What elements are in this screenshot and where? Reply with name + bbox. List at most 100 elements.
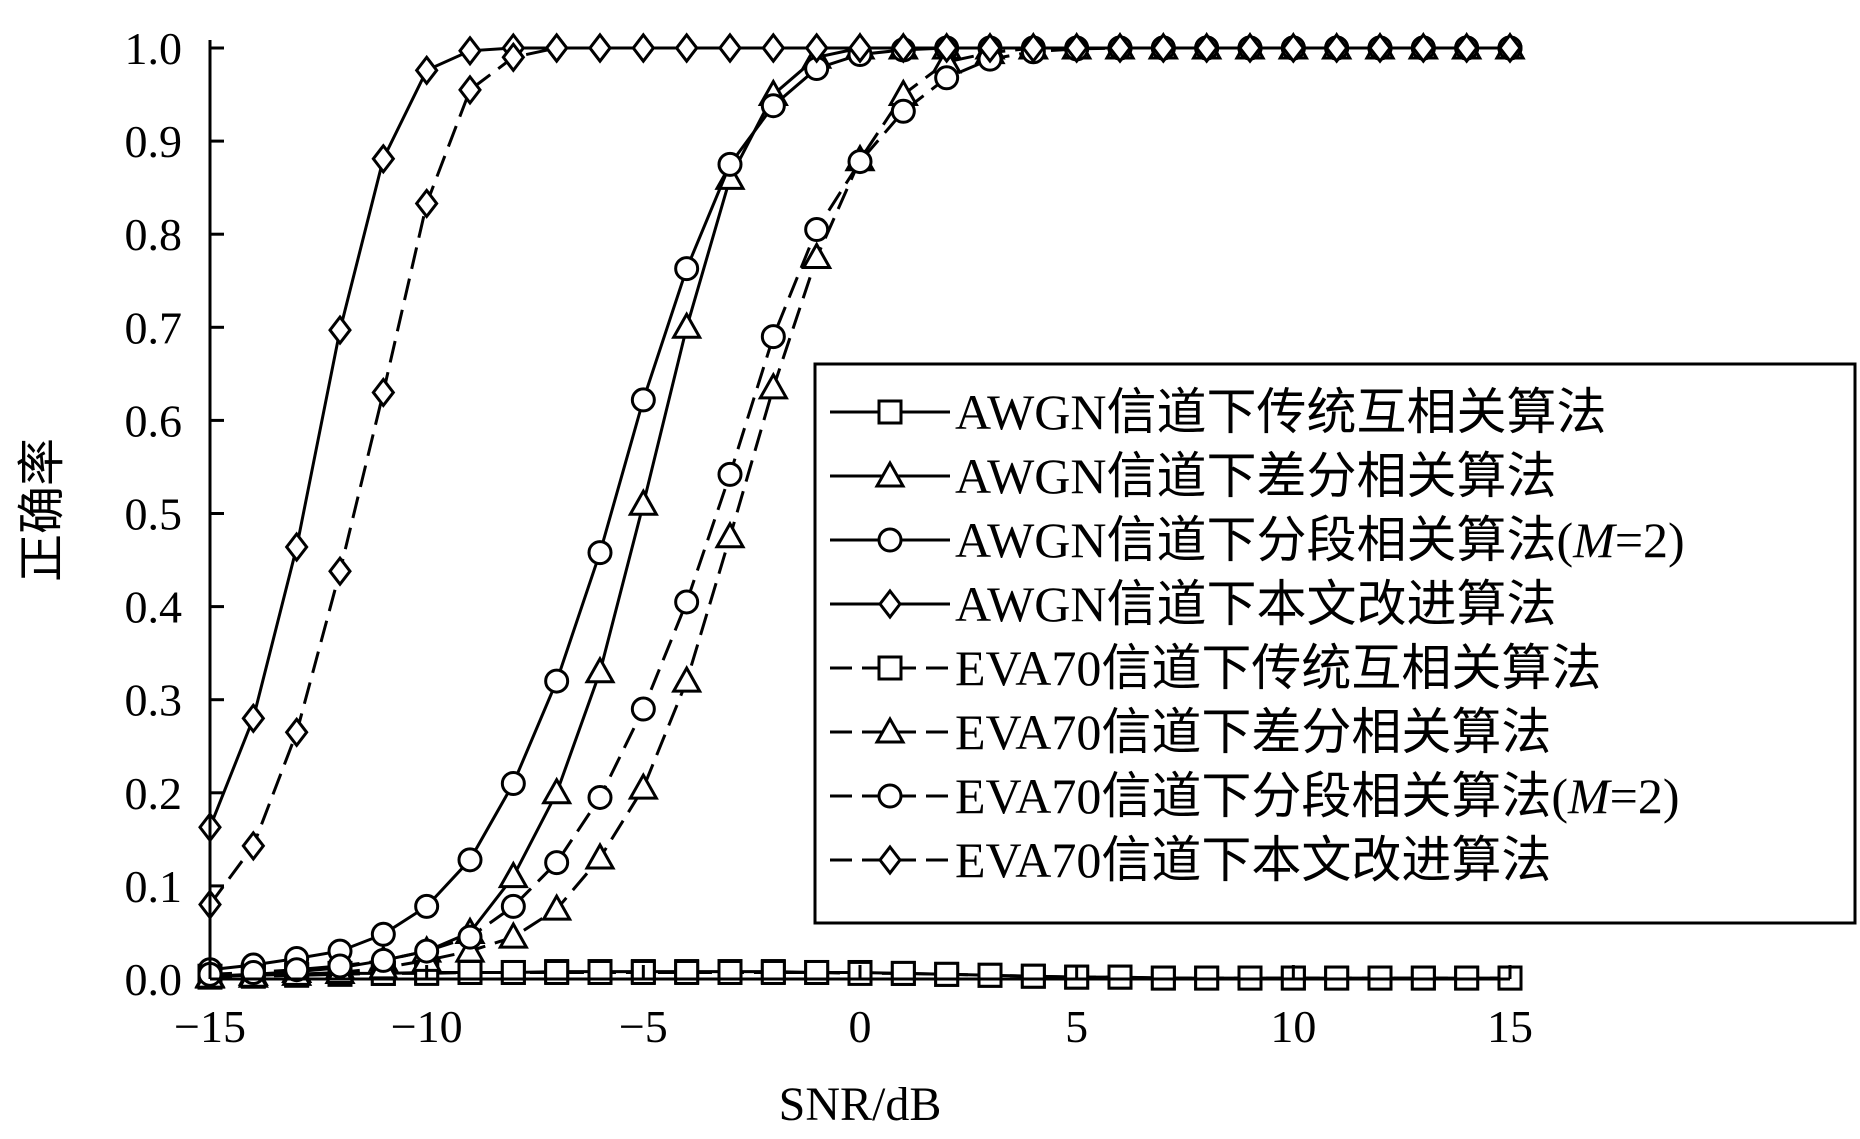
data-point-triangle bbox=[671, 311, 703, 339]
data-point-circle bbox=[284, 957, 310, 983]
data-point-square bbox=[934, 961, 960, 987]
data-point-diamond bbox=[501, 41, 526, 73]
data-point-diamond bbox=[544, 32, 569, 64]
y-axis-title: 正确率 bbox=[16, 438, 69, 582]
legend-marker-circle bbox=[877, 527, 903, 553]
data-point-circle bbox=[630, 387, 656, 413]
data-point-triangle bbox=[541, 776, 573, 805]
legend-label-italic: M bbox=[1572, 512, 1617, 568]
legend-label: EVA70信道下分段相关算法(M=2) bbox=[955, 768, 1679, 824]
data-point-circle bbox=[587, 784, 613, 810]
data-point-circle bbox=[674, 589, 700, 615]
y-tick-label: 0.2 bbox=[125, 768, 183, 819]
data-point-diamond bbox=[1151, 32, 1176, 64]
data-point-diamond bbox=[978, 32, 1002, 64]
plot-area bbox=[194, 31, 1526, 991]
data-point-diamond bbox=[1194, 32, 1219, 64]
data-point-circle bbox=[327, 953, 353, 979]
legend-label-main: EVA70信道下分段相关算法( bbox=[955, 768, 1568, 824]
data-point-diamond bbox=[891, 32, 916, 64]
data-point-diamond bbox=[1108, 32, 1132, 64]
data-point-diamond bbox=[588, 32, 612, 64]
y-tick-label: 0.9 bbox=[125, 116, 183, 167]
data-point-circle bbox=[544, 850, 570, 876]
legend-item: EVA70信道下分段相关算法(M=2) bbox=[830, 768, 1679, 824]
data-point-circle bbox=[457, 924, 483, 950]
data-point-circle bbox=[847, 149, 873, 175]
data-point-triangle bbox=[497, 860, 529, 889]
data-point-diamond bbox=[848, 32, 872, 64]
legend-marker-circle bbox=[877, 783, 903, 809]
legend-label: EVA70信道下传统互相关算法 bbox=[955, 640, 1601, 696]
y-tick-label: 0.6 bbox=[125, 395, 183, 446]
data-point-diamond bbox=[284, 716, 309, 748]
legend-marker-square bbox=[877, 655, 903, 681]
x-axis-title: SNR/dB bbox=[779, 1078, 942, 1131]
data-point-diamond bbox=[1454, 32, 1479, 64]
y-tick-label: 1.0 bbox=[125, 23, 183, 74]
y-tick-label: 0.4 bbox=[125, 582, 183, 633]
data-point-square bbox=[890, 960, 916, 986]
legend-label-main: AWGN信道下差分相关算法 bbox=[955, 448, 1557, 504]
data-point-circle bbox=[414, 938, 440, 964]
data-point-diamond bbox=[414, 188, 439, 219]
legend-item: EVA70信道下传统互相关算法 bbox=[830, 640, 1601, 696]
legend-marker-triangle bbox=[874, 459, 906, 488]
legend-label-suffix: =2) bbox=[1610, 768, 1680, 824]
legend-label: EVA70信道下本文改进算法 bbox=[955, 832, 1551, 888]
data-point-triangle bbox=[541, 893, 573, 921]
data-point-circle bbox=[717, 151, 743, 177]
data-point-circle bbox=[630, 696, 656, 722]
data-point-diamond bbox=[241, 830, 266, 862]
data-point-circle bbox=[587, 540, 613, 566]
legend-label: EVA70信道下差分相关算法 bbox=[955, 704, 1551, 760]
data-point-diamond bbox=[1411, 32, 1436, 64]
data-point-triangle bbox=[671, 665, 703, 693]
legend-label-main: EVA70信道下传统互相关算法 bbox=[955, 640, 1601, 696]
x-tick-label: 0 bbox=[849, 1001, 872, 1052]
data-point-diamond bbox=[1324, 32, 1349, 64]
data-point-circle bbox=[674, 256, 700, 282]
legend-item: AWGN信道下传统互相关算法 bbox=[830, 384, 1607, 440]
x-tick-label: −10 bbox=[391, 1001, 463, 1052]
x-tick-label: −15 bbox=[174, 1001, 246, 1052]
y-tick-label: 0.0 bbox=[125, 954, 183, 1005]
data-point-diamond bbox=[414, 54, 439, 86]
data-point-triangle bbox=[757, 371, 789, 400]
legend-marker-square bbox=[877, 399, 903, 425]
series-8 bbox=[198, 32, 1522, 920]
x-ticks: −15 −10 −5 0 5 10 15 bbox=[174, 965, 1533, 1052]
data-point-circle bbox=[544, 668, 570, 694]
data-point-diamond bbox=[371, 377, 396, 408]
legend-item: AWGN信道下分段相关算法(M=2) bbox=[830, 512, 1685, 568]
legend: AWGN信道下传统互相关算法 AWGN信道下差分相关算法 AWGN信道下分段相关算法… bbox=[813, 362, 1857, 925]
legend-label-main: EVA70信道下本文改进算法 bbox=[955, 832, 1551, 888]
data-point-diamond bbox=[1281, 32, 1306, 64]
y-tick-label: 0.3 bbox=[125, 675, 183, 726]
data-point-diamond bbox=[804, 32, 829, 64]
data-point-diamond bbox=[761, 32, 786, 64]
legend-label-main: AWGN信道下传统互相关算法 bbox=[955, 384, 1607, 440]
data-point-circle bbox=[370, 921, 396, 947]
data-point-diamond bbox=[458, 74, 482, 106]
data-point-triangle bbox=[627, 488, 659, 516]
data-point-triangle bbox=[627, 772, 659, 800]
data-point-circle bbox=[804, 217, 830, 243]
legend-item: AWGN信道下差分相关算法 bbox=[830, 448, 1557, 504]
data-point-diamond bbox=[1498, 32, 1522, 64]
data-point-diamond bbox=[371, 143, 396, 175]
data-point-circle bbox=[500, 893, 526, 919]
y-tick-label: 0.5 bbox=[125, 489, 183, 540]
data-point-diamond bbox=[328, 555, 352, 587]
data-point-circle bbox=[500, 770, 526, 796]
legend-label: AWGN信道下传统互相关算法 bbox=[955, 384, 1607, 440]
data-point-triangle bbox=[714, 520, 746, 549]
data-point-diamond bbox=[718, 32, 742, 64]
legend-label-italic: M bbox=[1567, 768, 1612, 824]
data-point-diamond bbox=[674, 32, 699, 64]
data-point-diamond bbox=[328, 314, 352, 346]
y-tick-label: 0.7 bbox=[125, 302, 183, 353]
data-point-triangle bbox=[584, 841, 616, 870]
legend-marker-diamond bbox=[878, 588, 902, 620]
legend-marker-diamond bbox=[878, 844, 902, 876]
